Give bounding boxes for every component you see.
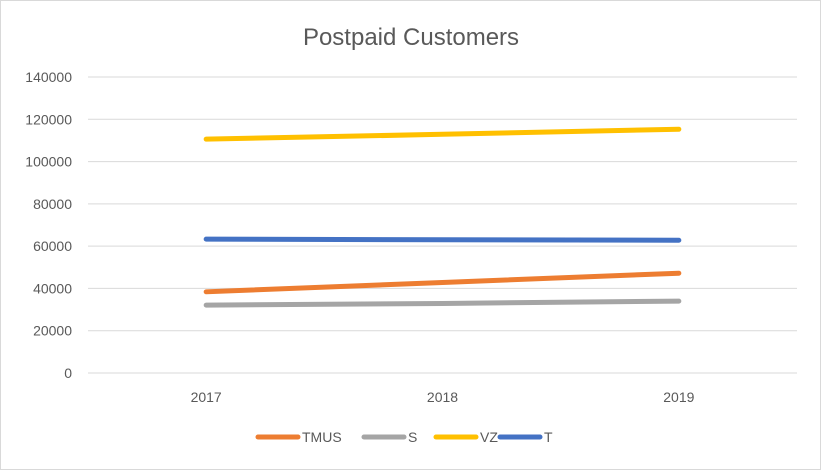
x-tick-label: 2018 — [427, 389, 458, 405]
y-tick-label: 100000 — [25, 154, 72, 170]
legend-label: T — [544, 429, 553, 445]
y-tick-label: 0 — [64, 365, 72, 381]
y-tick-label: 120000 — [25, 111, 72, 127]
y-tick-label: 20000 — [33, 323, 72, 339]
legend-item-tmus: TMUS — [255, 429, 342, 445]
legend-label: S — [408, 429, 417, 445]
series-line-t — [203, 236, 682, 243]
legend-label: TMUS — [302, 429, 342, 445]
chart-title: Postpaid Customers — [303, 24, 519, 51]
y-tick-label: 60000 — [33, 238, 72, 254]
series-line-vz — [203, 126, 682, 142]
legend-item-vz: VZ — [433, 429, 498, 445]
y-tick-label: 140000 — [25, 69, 72, 85]
legend-item-t: T — [497, 429, 553, 445]
x-tick-label: 2019 — [663, 389, 694, 405]
series-line-s — [203, 298, 682, 308]
series-line-tmus — [203, 270, 682, 295]
y-tick-label: 80000 — [33, 196, 72, 212]
y-tick-label: 40000 — [33, 280, 72, 296]
legend-label: VZ — [480, 429, 498, 445]
x-tick-label: 2017 — [191, 389, 222, 405]
legend-item-s: S — [361, 429, 417, 445]
